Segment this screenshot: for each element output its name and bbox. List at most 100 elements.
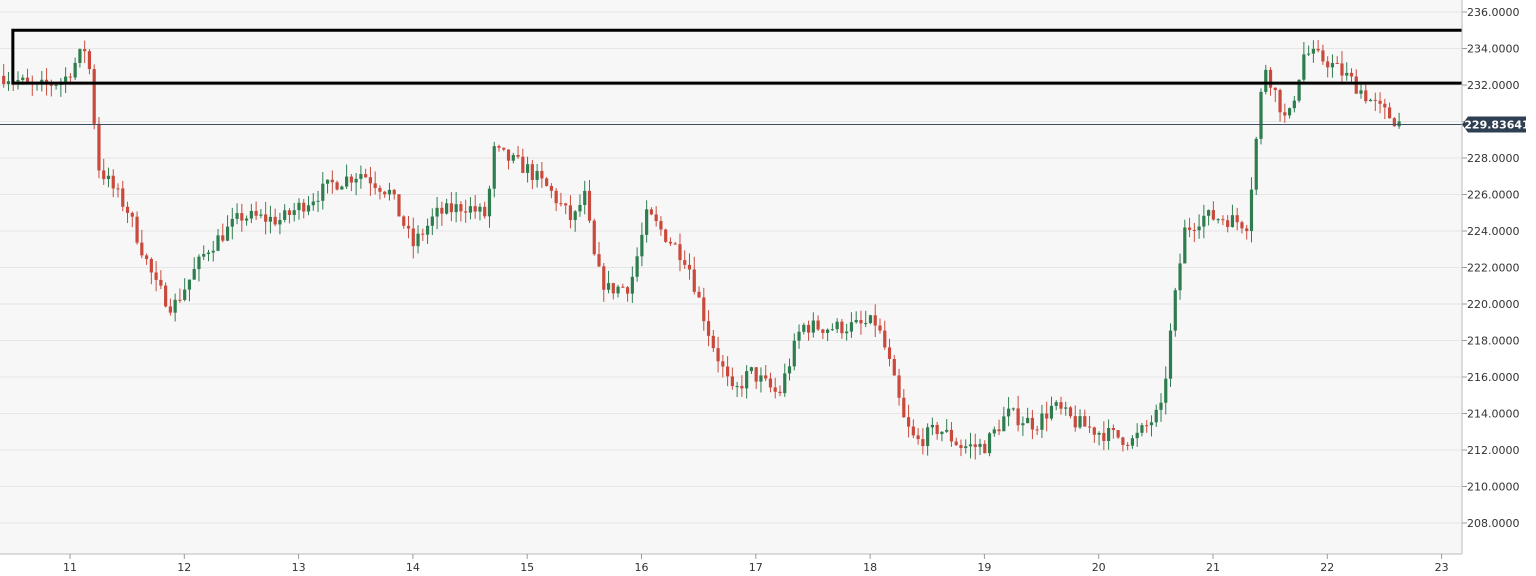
candle <box>1178 253 1182 300</box>
candle <box>492 141 496 198</box>
candle-body <box>511 155 515 161</box>
candle-body <box>1307 53 1311 55</box>
candle <box>1392 116 1396 127</box>
candle-body <box>826 329 830 333</box>
candle-body <box>287 210 292 215</box>
candle-body <box>1221 219 1225 221</box>
candle <box>249 203 253 224</box>
candle-body <box>1059 402 1063 409</box>
candle-body <box>1078 416 1082 428</box>
candle-body <box>1192 229 1196 231</box>
candle <box>1235 207 1239 231</box>
candle-body <box>811 320 815 333</box>
candle <box>164 282 168 308</box>
candle <box>468 197 473 220</box>
grid-lines <box>0 11 1462 524</box>
candle-body <box>1297 79 1301 101</box>
candle <box>730 367 734 390</box>
candle <box>1145 420 1149 433</box>
candle <box>783 363 787 397</box>
candle <box>221 223 225 243</box>
candle-body <box>1168 330 1173 379</box>
candle <box>959 439 963 457</box>
candle <box>1278 88 1282 122</box>
price-tag-bg <box>1462 116 1526 133</box>
candle <box>645 200 649 243</box>
candle-body <box>225 226 230 241</box>
candle <box>1292 95 1296 113</box>
candle-body <box>1173 290 1177 331</box>
candle <box>335 180 339 191</box>
candle-body <box>911 426 915 436</box>
candle-body <box>364 174 368 178</box>
candle-body <box>2 75 6 85</box>
candle <box>1111 424 1115 439</box>
candle-body <box>392 189 396 195</box>
candle <box>297 198 301 220</box>
candle <box>1164 366 1168 415</box>
candle-body <box>864 323 868 325</box>
candle <box>1230 204 1235 228</box>
candle-body <box>1073 416 1077 428</box>
candle-body <box>1045 413 1049 419</box>
candle <box>859 310 863 335</box>
y-tick-label: 214.0000 <box>1467 408 1520 421</box>
candle <box>1049 396 1054 421</box>
candle-body <box>840 321 844 334</box>
candle-body <box>630 276 634 294</box>
candle <box>787 358 792 381</box>
plot-area <box>0 0 1462 554</box>
candle <box>1249 177 1254 243</box>
x-tick-label: 11 <box>63 561 77 572</box>
candle-body <box>164 285 168 307</box>
candle-body <box>1240 222 1244 229</box>
candle-body <box>1359 90 1363 94</box>
candle <box>244 215 249 226</box>
candle-body <box>206 252 211 255</box>
candle <box>868 314 873 325</box>
candle <box>502 147 506 152</box>
candle <box>726 356 730 387</box>
candle-body <box>678 244 682 261</box>
candle <box>716 336 720 373</box>
candle <box>1259 88 1263 145</box>
candle <box>1307 45 1311 57</box>
candle-body <box>654 214 658 222</box>
candle-body <box>244 218 249 221</box>
candle <box>930 417 934 436</box>
candle-body <box>316 200 320 202</box>
candle <box>1387 102 1392 119</box>
candle <box>254 201 258 221</box>
candle-body <box>792 340 796 367</box>
candle <box>740 375 744 397</box>
candle <box>745 365 749 399</box>
candle <box>1264 64 1268 95</box>
candle-body <box>1049 405 1054 419</box>
candle-body <box>87 51 92 70</box>
candle-body <box>221 235 225 241</box>
candle <box>792 333 796 371</box>
candle-body <box>926 427 930 447</box>
candle-body <box>259 214 263 216</box>
candle-body <box>483 206 487 217</box>
candle <box>540 161 544 188</box>
candle <box>802 322 806 335</box>
candle <box>764 365 768 382</box>
candle <box>197 254 201 282</box>
candle-body <box>1087 426 1092 428</box>
candle <box>616 284 620 298</box>
candle-body <box>835 321 839 330</box>
candle <box>1026 407 1030 424</box>
candle-body <box>454 204 458 213</box>
candle-body <box>945 429 949 432</box>
candle <box>797 324 801 349</box>
y-tick-label: 234.0000 <box>1467 43 1520 56</box>
candle <box>778 385 782 397</box>
candle <box>511 152 515 164</box>
candle-body <box>992 429 996 434</box>
candle <box>573 210 577 232</box>
candles <box>2 40 1401 460</box>
candle-body <box>159 279 163 286</box>
candle <box>873 304 877 338</box>
candle-body <box>721 361 725 367</box>
